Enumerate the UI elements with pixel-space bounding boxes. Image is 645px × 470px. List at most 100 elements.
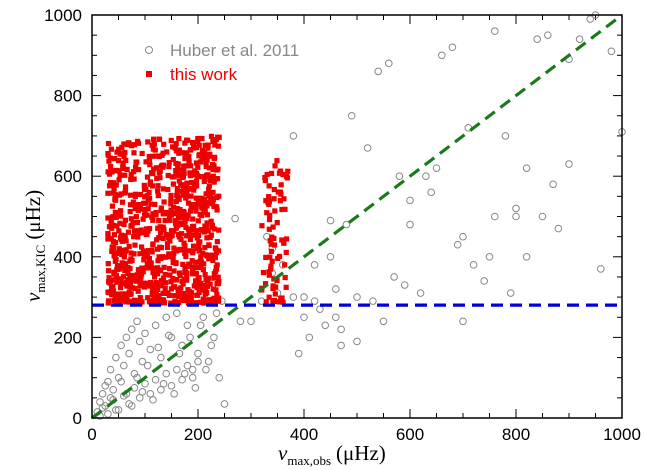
- x-tick-label: 400: [290, 425, 318, 444]
- this-work-point: [200, 250, 206, 256]
- huber-point: [146, 345, 155, 354]
- huber-point: [122, 333, 131, 342]
- this-work-point: [205, 186, 212, 192]
- this-work-point: [191, 145, 197, 151]
- this-work-point: [119, 144, 125, 150]
- huber-points: [93, 11, 626, 420]
- this-work-point: [198, 254, 204, 260]
- y-tick-label: 0: [73, 409, 82, 428]
- this-work-point: [170, 181, 176, 187]
- this-work-point: [166, 163, 172, 170]
- this-work-point: [196, 248, 202, 254]
- this-work-point: [205, 228, 211, 234]
- this-work-point: [165, 186, 171, 193]
- huber-point: [347, 111, 356, 120]
- this-work-point: [274, 277, 280, 284]
- this-work-point: [216, 298, 222, 304]
- huber-point: [127, 325, 136, 334]
- this-work-point: [216, 134, 222, 140]
- huber-point: [151, 321, 160, 330]
- this-work-point: [183, 293, 190, 299]
- huber-point: [512, 204, 520, 213]
- this-work-point: [160, 290, 166, 296]
- this-work-point: [176, 270, 183, 276]
- this-work-point: [204, 235, 210, 241]
- this-work-point: [158, 163, 164, 169]
- this-work-point: [164, 149, 170, 155]
- this-work-point: [142, 206, 148, 213]
- this-work-point: [176, 167, 182, 173]
- huber-point: [159, 379, 168, 388]
- this-work-point: [203, 224, 210, 230]
- this-work-point: [156, 136, 162, 142]
- one-to-one-reference-line: [91, 13, 623, 420]
- huber-point: [438, 51, 446, 60]
- this-work-point: [135, 234, 141, 240]
- this-work-point: [195, 139, 201, 145]
- this-work-point: [129, 299, 136, 306]
- huber-point: [125, 349, 133, 358]
- this-work-point: [122, 172, 128, 178]
- this-work-point: [109, 246, 115, 253]
- this-work-point: [121, 250, 127, 256]
- this-work-point: [163, 231, 169, 238]
- this-work-point: [120, 291, 126, 297]
- this-work-point: [150, 287, 156, 294]
- huber-point: [554, 224, 563, 233]
- this-work-point: [153, 280, 159, 286]
- this-work-point: [133, 164, 139, 170]
- this-work-point: [205, 173, 211, 179]
- huber-point: [522, 164, 531, 172]
- this-work-point: [214, 204, 220, 210]
- huber-point: [406, 196, 414, 205]
- this-work-point: [163, 209, 169, 216]
- huber-point: [98, 390, 107, 398]
- this-work-point: [114, 167, 120, 174]
- this-work-point: [112, 156, 118, 162]
- this-work-point: [156, 234, 162, 241]
- huber-point: [459, 317, 467, 326]
- this-work-point: [168, 192, 174, 199]
- this-work-point: [184, 270, 190, 277]
- this-work-point: [157, 168, 163, 174]
- this-work-point: [155, 183, 161, 189]
- this-work-point: [189, 202, 195, 208]
- this-work-point: [106, 158, 112, 164]
- this-work-point: [211, 275, 217, 281]
- this-work-point: [173, 277, 180, 283]
- x-tick-label: 0: [87, 425, 96, 444]
- this-work-point: [134, 219, 140, 226]
- this-work-point: [139, 265, 145, 271]
- this-work-point: [271, 196, 277, 202]
- this-work-point: [285, 168, 291, 174]
- this-work-point: [173, 141, 179, 147]
- legend-label-this-work: this work: [170, 65, 238, 84]
- this-work-point: [210, 173, 216, 179]
- this-work-point: [211, 155, 217, 162]
- legend: Huber et al. 2011 this work: [145, 41, 299, 84]
- huber-point: [135, 337, 144, 346]
- this-work-point: [195, 283, 201, 289]
- huber-point: [416, 289, 425, 297]
- this-work-point: [148, 201, 154, 207]
- this-work-point: [160, 211, 166, 217]
- this-work-point: [120, 165, 127, 172]
- legend-label-huber: Huber et al. 2011: [170, 41, 299, 60]
- this-work-point: [157, 175, 163, 181]
- this-work-point: [202, 271, 208, 278]
- this-work-point: [157, 244, 163, 250]
- this-work-point: [164, 244, 171, 251]
- this-work-point: [150, 241, 156, 247]
- this-work-point: [123, 157, 129, 164]
- this-work-point: [120, 160, 126, 166]
- huber-point: [305, 333, 314, 342]
- huber-point: [501, 132, 510, 140]
- this-work-point: [176, 293, 182, 300]
- this-work-point: [172, 284, 178, 290]
- this-work-point: [213, 249, 220, 256]
- x-tick-label: 200: [184, 425, 212, 444]
- this-work-point: [204, 278, 211, 284]
- this-work-point: [206, 275, 212, 281]
- this-work-point: [167, 217, 173, 223]
- huber-point: [202, 365, 210, 374]
